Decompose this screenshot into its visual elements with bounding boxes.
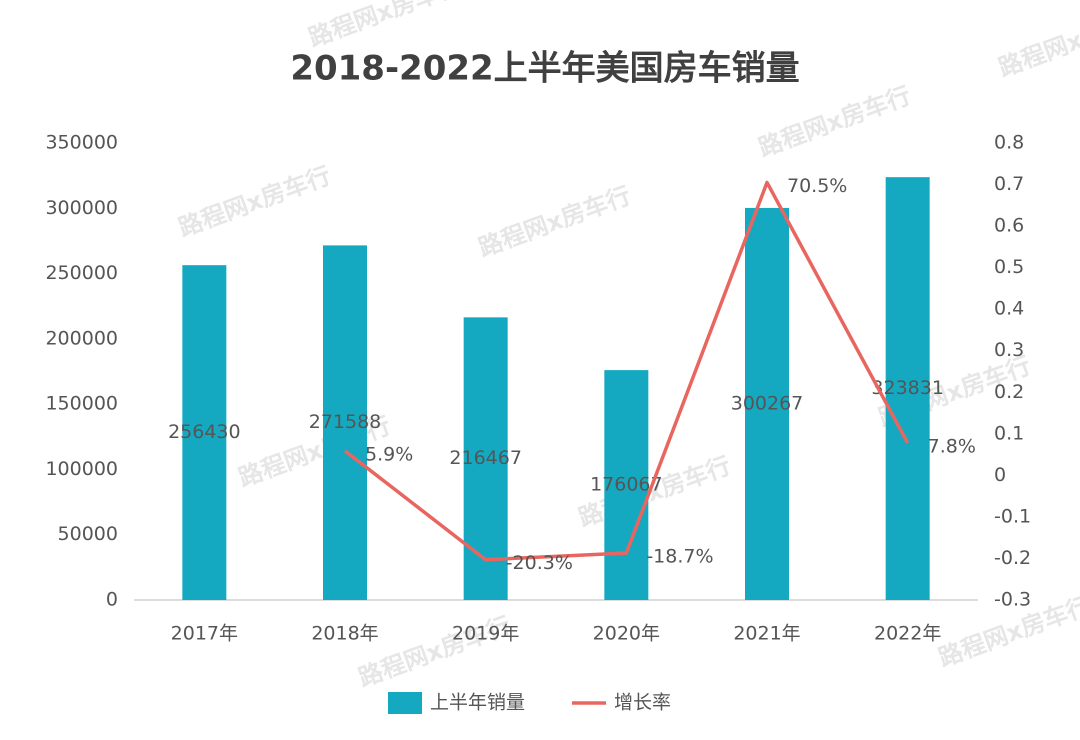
y-tick-label: 300000 bbox=[45, 197, 118, 219]
y-tick-label: 50000 bbox=[58, 523, 118, 545]
y2-tick-label: 0.1 bbox=[994, 422, 1024, 444]
bar bbox=[604, 370, 649, 600]
bar-value-label: 176067 bbox=[590, 474, 663, 496]
y2-tick-label: 0.5 bbox=[994, 256, 1024, 278]
y-tick-label: 350000 bbox=[45, 132, 118, 154]
bar bbox=[745, 207, 789, 601]
y2-tick-label: -0.2 bbox=[994, 547, 1031, 569]
y2-tick-label: -0.3 bbox=[994, 589, 1031, 611]
x-tick-label: 2019年 bbox=[452, 623, 519, 645]
y2-tick-label: 0 bbox=[994, 464, 1006, 486]
legend-label: 上半年销量 bbox=[430, 692, 525, 714]
line-value-label: 7.8% bbox=[928, 435, 976, 457]
x-tick-label: 2022年 bbox=[874, 623, 941, 645]
y2-tick-label: -0.1 bbox=[994, 505, 1031, 527]
y-tick-label: 200000 bbox=[45, 327, 118, 349]
bar bbox=[885, 177, 930, 600]
y2-tick-label: 0.4 bbox=[994, 298, 1024, 320]
bar-value-label: 216467 bbox=[449, 447, 522, 469]
line bbox=[343, 180, 910, 562]
bar-value-label: 271588 bbox=[309, 411, 382, 433]
x-tick-label: 2018年 bbox=[311, 623, 378, 645]
y2-tick-label: 0.3 bbox=[994, 339, 1024, 361]
line-value-label: 5.9% bbox=[365, 443, 413, 465]
legend-swatch bbox=[388, 692, 422, 714]
bar-value-label: 256430 bbox=[168, 421, 241, 443]
bar-value-label: 323831 bbox=[871, 377, 944, 399]
chart-title: 2018-2022上半年美国房车销量 bbox=[290, 49, 799, 89]
y2-tick-label: 0.8 bbox=[994, 132, 1024, 154]
y-tick-label: 100000 bbox=[45, 458, 118, 480]
y-tick-label: 0 bbox=[106, 589, 118, 611]
x-tick-label: 2017年 bbox=[171, 623, 238, 645]
y2-tick-label: 0.2 bbox=[994, 381, 1024, 403]
y-tick-label: 250000 bbox=[45, 262, 118, 284]
line-value-label: -18.7% bbox=[646, 546, 713, 568]
legend-label: 增长率 bbox=[614, 692, 671, 714]
y-tick-label: 150000 bbox=[45, 393, 118, 415]
x-tick-label: 2020年 bbox=[593, 623, 660, 645]
bar-value-label: 300267 bbox=[731, 392, 804, 414]
line-value-label: -20.3% bbox=[506, 552, 573, 574]
bar bbox=[463, 317, 508, 600]
y2-tick-label: 0.6 bbox=[994, 215, 1024, 237]
y2-tick-label: 0.7 bbox=[994, 173, 1024, 195]
line-value-label: 70.5% bbox=[787, 175, 847, 197]
bar bbox=[323, 245, 367, 600]
legend: 上半年销量 增长率 bbox=[388, 692, 671, 714]
bar bbox=[182, 265, 227, 600]
x-tick-label: 2021年 bbox=[733, 623, 800, 645]
